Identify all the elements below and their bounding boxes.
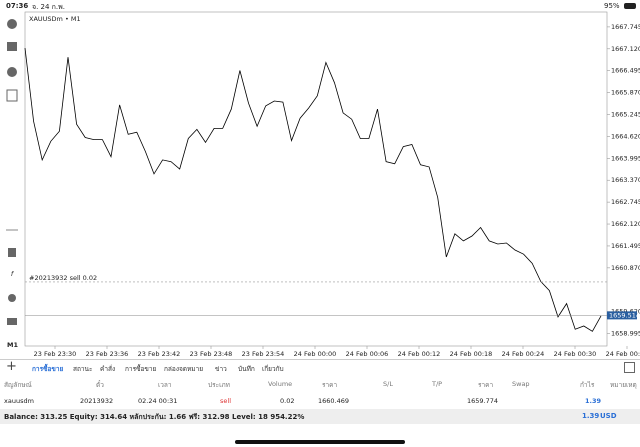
column-header: S/L [383, 380, 393, 388]
column-header: Volume [268, 380, 293, 388]
x-tick-label: 24 Feb 00:24 [502, 350, 545, 358]
y-tick-label: 1662.120 [611, 220, 640, 228]
icon-account[interactable] [7, 19, 17, 29]
column-header: หมายเหตุ [610, 381, 637, 389]
y-tick-label: 1662.745 [611, 198, 640, 206]
tab[interactable]: การซื้อขาย [125, 365, 157, 373]
x-tick-label: 24 Feb 00:06 [346, 350, 389, 358]
tab[interactable]: เกี่ยวกับ [262, 365, 284, 373]
position-cell[interactable]: 1.39 [585, 397, 602, 405]
position-cell[interactable]: sell [220, 397, 231, 405]
x-tick-label: 23 Feb 23:42 [138, 350, 181, 358]
timeframe-button[interactable]: M1 [7, 341, 18, 349]
column-header: กำไร [580, 381, 595, 389]
bid-box [607, 311, 637, 320]
date: จ. 24 ก.พ. [32, 3, 65, 11]
y-tick-label: 1665.870 [611, 89, 640, 97]
footer-bar [0, 409, 640, 424]
icon-candles[interactable] [8, 248, 16, 257]
chart: f M1 XAUUSDm • M1 1667.745 1667.120 1666.4… [6, 11, 640, 358]
icon-objects[interactable] [8, 294, 16, 302]
column-header: ตั๋ว [96, 381, 104, 389]
order-label: #20213932 sell 0.02 [29, 274, 97, 282]
y-tick-label: 1660.870 [611, 264, 640, 272]
position-cell[interactable]: 20213932 [80, 397, 114, 405]
y-tick-label: 1667.120 [611, 45, 640, 53]
position-cell[interactable]: 1659.774 [467, 397, 499, 405]
battery: 95% [604, 2, 620, 10]
y-tick-label: 1664.620 [611, 132, 640, 140]
tab[interactable]: คำสั่ง [100, 365, 116, 373]
symbol-label: XAUUSDm • M1 [29, 15, 81, 23]
price-line [24, 48, 602, 332]
y-tick-label: 1663.370 [611, 176, 640, 184]
position-cell[interactable]: xauusdm [4, 397, 34, 405]
home-indicator [235, 440, 405, 444]
x-tick-label: 24 Feb 00:30 [554, 350, 597, 358]
currency: USD [600, 412, 617, 420]
column-header: เวลา [158, 381, 172, 389]
total-profit: 1.39 [582, 412, 600, 420]
tab[interactable]: การซื้อขาย [32, 365, 64, 373]
x-tick-label: 24 Feb 00:12 [398, 350, 441, 358]
separator [0, 359, 640, 360]
icon-new[interactable] [6, 89, 18, 102]
chart-frame [24, 11, 608, 347]
column-header: ราคา [322, 381, 338, 389]
x-tick-label: 23 Feb 23:36 [86, 350, 129, 358]
x-tick-label: 24 Feb 00:36 [606, 350, 640, 358]
icon-layout[interactable] [7, 318, 17, 325]
y-tick-label: 1661.495 [611, 242, 640, 250]
position-cell[interactable]: 02.24 00:31 [138, 397, 178, 405]
tab[interactable]: บันทึก [238, 365, 255, 373]
x-tick-label: 24 Feb 00:00 [294, 350, 337, 358]
column-header: T/P [432, 380, 443, 388]
column-header: ประเภท [208, 381, 230, 389]
battery-icon [624, 3, 636, 9]
y-tick-label: 1665.245 [611, 111, 640, 119]
column-header: Swap [512, 380, 530, 388]
position-cell[interactable]: 0.02 [280, 397, 295, 405]
left-toolbar: f [6, 19, 18, 325]
x-tick-label: 24 Feb 00:18 [450, 350, 493, 358]
icon-indicator[interactable]: f [11, 270, 15, 278]
tab[interactable]: สถานะ [73, 365, 93, 373]
account-summary: Balance: 313.25 Equity: 314.64 หลักประกั… [4, 413, 305, 421]
x-tick-label: 23 Feb 23:48 [190, 350, 233, 358]
x-tick-label: 23 Feb 23:30 [34, 350, 77, 358]
tab[interactable]: กล่องจดหมาย [164, 365, 204, 373]
icon-trade[interactable] [7, 42, 17, 51]
icon-chat[interactable] [7, 67, 17, 77]
add-button[interactable]: + [6, 359, 17, 374]
y-tick-label: 1663.995 [611, 154, 640, 162]
column-header: สัญลักษณ์ [4, 381, 32, 389]
layout-icon[interactable] [624, 362, 635, 373]
column-header: ราคา [478, 381, 494, 389]
bid-label: 1659.514 [609, 311, 640, 319]
position-cell[interactable]: 1660.469 [318, 397, 350, 405]
y-tick-label: 1658.995 [611, 330, 640, 338]
y-tick-label: 1666.495 [611, 67, 640, 75]
x-tick-label: 23 Feb 23:54 [242, 350, 285, 358]
y-tick-label: 1667.745 [611, 23, 640, 31]
tab[interactable]: ข่าว [215, 365, 227, 373]
clock: 07:36 [6, 2, 29, 10]
